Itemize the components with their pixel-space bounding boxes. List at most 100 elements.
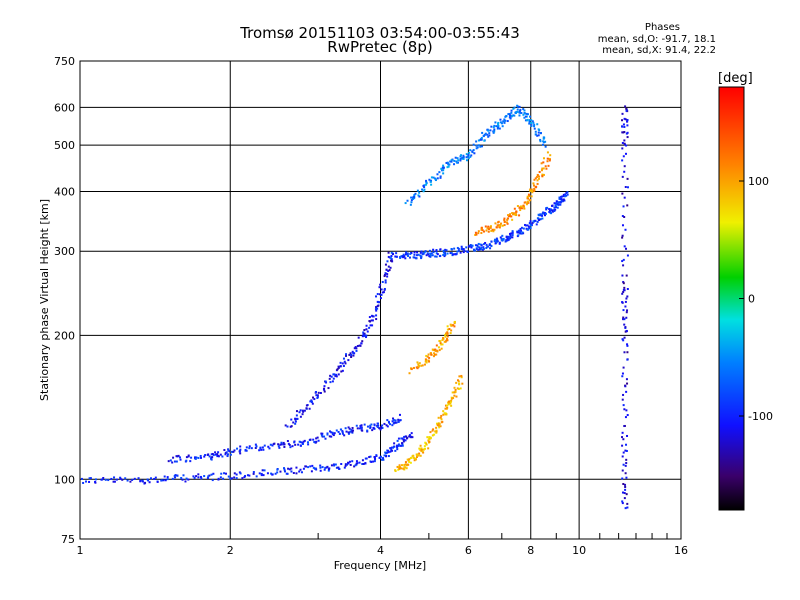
data-point: [528, 120, 531, 123]
data-point: [474, 244, 477, 247]
data-point: [175, 460, 178, 463]
data-point: [526, 195, 529, 198]
data-point: [292, 471, 295, 474]
data-point: [542, 161, 545, 164]
data-point: [624, 228, 627, 231]
data-point: [527, 228, 530, 231]
data-point: [480, 226, 483, 229]
data-point: [429, 437, 432, 440]
data-point: [534, 133, 537, 136]
data-point: [541, 167, 544, 170]
data-point: [533, 219, 536, 222]
data-point: [129, 480, 132, 483]
data-point: [512, 212, 515, 215]
data-point: [542, 140, 545, 143]
data-point: [621, 236, 624, 239]
data-point: [332, 463, 335, 466]
data-point: [352, 354, 355, 357]
data-point: [274, 472, 277, 475]
data-point: [553, 206, 556, 209]
data-point: [400, 437, 403, 440]
data-point: [452, 253, 455, 256]
data-point: [94, 478, 97, 481]
data-point: [549, 211, 552, 214]
data-points: [80, 104, 629, 510]
data-point: [623, 323, 626, 326]
data-point: [225, 451, 228, 454]
data-point: [457, 387, 460, 390]
data-point: [384, 272, 387, 275]
data-point: [294, 422, 297, 425]
data-point: [343, 434, 346, 437]
data-point: [560, 199, 563, 202]
data-point: [435, 249, 438, 252]
data-point: [119, 477, 122, 480]
data-point: [538, 175, 541, 178]
data-point: [185, 456, 188, 459]
data-point: [211, 452, 214, 455]
data-point: [350, 354, 353, 357]
data-point: [328, 377, 331, 380]
data-point: [480, 228, 483, 231]
data-point: [359, 424, 362, 427]
data-point: [390, 251, 393, 254]
data-point: [532, 121, 535, 124]
data-point: [429, 255, 432, 258]
data-point: [358, 427, 361, 430]
data-point: [540, 162, 543, 165]
data-point: [621, 234, 624, 237]
data-point: [430, 353, 433, 356]
data-point: [519, 209, 522, 212]
data-point: [262, 474, 265, 477]
data-point: [436, 350, 439, 353]
data-point: [380, 293, 383, 296]
data-point: [440, 347, 443, 350]
data-point: [385, 455, 388, 458]
data-point: [499, 224, 502, 227]
data-point: [355, 462, 358, 465]
data-point: [261, 446, 264, 449]
data-point: [340, 370, 343, 373]
data-point: [624, 416, 627, 419]
data-point: [420, 364, 423, 367]
data-point: [316, 394, 319, 397]
data-point: [426, 355, 429, 358]
data-point: [244, 474, 247, 477]
data-point: [518, 114, 521, 117]
data-point: [290, 470, 293, 473]
data-point: [490, 240, 493, 243]
data-point: [271, 444, 274, 447]
data-point: [450, 329, 453, 332]
data-point: [519, 232, 522, 235]
data-point: [469, 244, 472, 247]
data-point: [349, 352, 352, 355]
data-point: [447, 403, 450, 406]
data-point: [523, 109, 526, 112]
data-point: [515, 210, 518, 213]
data-point: [294, 443, 297, 446]
data-point: [625, 107, 628, 110]
data-point: [417, 363, 420, 366]
data-point: [625, 274, 628, 277]
data-point: [441, 166, 444, 169]
data-point: [625, 458, 628, 461]
data-point: [397, 443, 400, 446]
data-point: [396, 465, 399, 468]
data-point: [475, 144, 478, 147]
data-point: [546, 160, 549, 163]
data-point: [518, 110, 521, 113]
data-point: [501, 239, 504, 242]
data-point: [435, 353, 438, 356]
data-point: [458, 383, 461, 386]
data-point: [294, 420, 297, 423]
data-point: [112, 480, 115, 483]
data-point: [537, 131, 540, 134]
data-point: [626, 414, 629, 417]
data-point: [276, 471, 279, 474]
data-point: [280, 441, 283, 444]
data-point: [487, 129, 490, 132]
data-point: [533, 127, 536, 130]
data-point: [276, 468, 279, 471]
data-point: [509, 117, 512, 120]
data-point: [221, 455, 224, 458]
